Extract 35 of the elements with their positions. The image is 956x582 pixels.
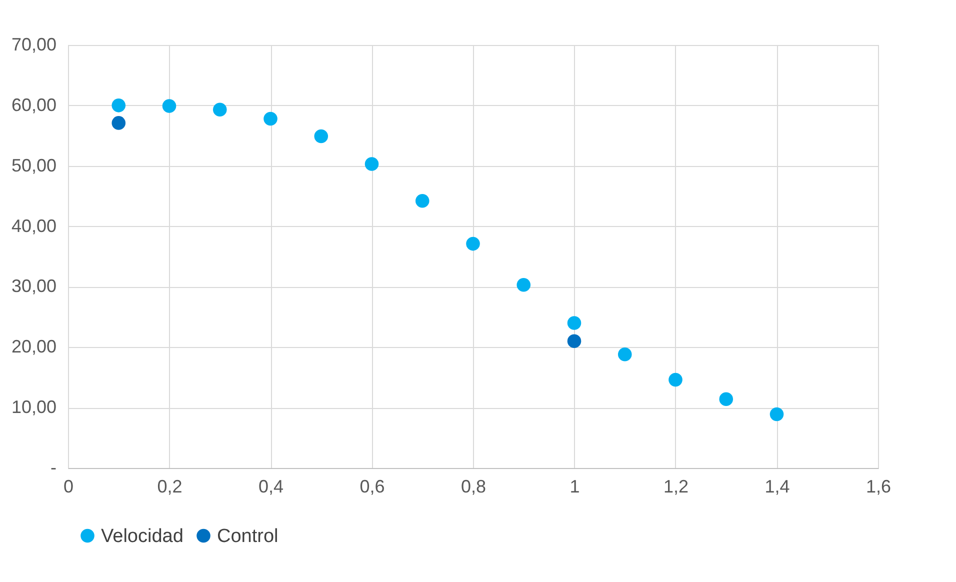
y-tick-label: 60,00 [11,94,56,115]
point [415,194,430,208]
x-tick-label: 1,4 [764,476,790,496]
point [618,348,632,362]
y-tick-label: 20,00 [11,336,56,357]
x-tick-label: 0,6 [360,476,385,496]
x-tick-label: 0,4 [258,476,284,496]
y-tick-label: 10,00 [11,397,56,418]
y-tick-label: 70,00 [11,34,56,54]
x-tick-label: 1,6 [866,476,892,496]
point [314,129,328,144]
point [112,116,126,130]
point [212,102,227,117]
point [364,157,379,171]
point [112,98,126,112]
point [162,99,176,113]
point [770,407,784,422]
point [466,236,480,251]
y-tick-label: 40,00 [11,216,56,236]
x-tick-label: 0,8 [460,476,486,496]
point [567,334,582,348]
x-tick-label: 0,2 [157,476,182,496]
legend-label: Control [217,526,278,547]
point [567,316,582,330]
legend-label: Velocidad [101,526,184,547]
point [264,112,278,126]
point [516,278,531,292]
x-tick-label: 1 [570,476,580,496]
x-tick-label: 0 [63,476,74,496]
y-tick-label: 30,00 [11,276,56,296]
point [719,392,734,406]
y-tick-label: 50,00 [11,155,56,176]
y-tick-label: - [50,458,56,478]
point [668,372,682,387]
x-tick-label: 1,2 [663,476,689,496]
